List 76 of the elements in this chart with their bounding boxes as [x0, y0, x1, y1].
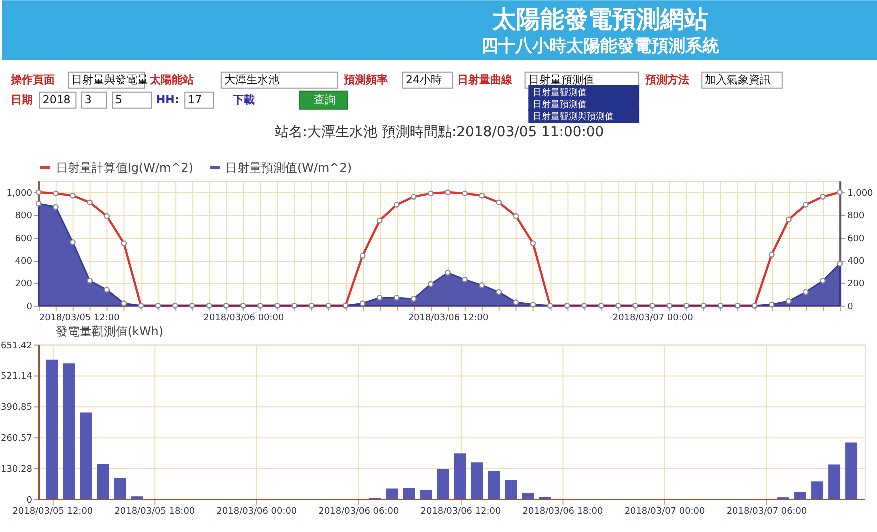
y-tick-label: 521.14: [1, 372, 33, 382]
text: 日期: [11, 93, 34, 106]
text: 預測方法: [644, 73, 690, 86]
text: 24小時: [406, 73, 442, 86]
bar: [63, 364, 76, 500]
y-tick-label: 600: [15, 234, 33, 244]
text: 日射量預測值: [533, 99, 588, 110]
text: 查詢: [314, 93, 336, 106]
text: 3: [84, 93, 92, 106]
text: 日射量預測值: [528, 73, 594, 86]
series-label: 發電量觀測值(kWh): [56, 324, 164, 338]
y-tick-label: 800: [15, 212, 33, 222]
bar: [522, 493, 534, 500]
text: 5: [115, 93, 122, 106]
x-tick-label: 2018/03/06 00:00: [216, 506, 298, 517]
bar: [386, 488, 398, 500]
bar: [403, 488, 416, 500]
y-tick-label: 1,000: [6, 189, 33, 200]
x-tick-label: 2018/03/05 12:00: [39, 313, 120, 324]
chart-title: 站名:大潭生水池 預測時間點:2018/03/05 11:00:00: [274, 124, 604, 140]
x-tick-label: 2018/03/06 06:00: [318, 506, 400, 517]
text: 太陽能站: [148, 73, 194, 86]
bar: [812, 482, 824, 500]
bar: [454, 454, 466, 500]
bar: [488, 471, 500, 500]
text: 日射量與發電量: [72, 73, 149, 86]
text: 四十八小時太陽能發電預測系統: [482, 35, 720, 56]
text: 日射量觀測與預測值: [533, 111, 614, 122]
text: 日射量觀測值: [533, 87, 588, 98]
y-tick-label: 0: [26, 496, 33, 506]
bar: [97, 464, 110, 500]
y-tick-label: 0: [26, 302, 33, 312]
y-tick-label: 390.85: [1, 403, 32, 414]
bar: [828, 464, 841, 500]
bar: [471, 462, 484, 500]
text: 預測頻率: [342, 73, 388, 86]
x-tick-label: 2018/03/06 18:00: [522, 506, 604, 517]
bar: [505, 480, 518, 500]
bar: [131, 496, 144, 500]
bar: [794, 492, 807, 500]
text: 日射量曲線: [457, 73, 514, 86]
x-tick-label: 2018/03/06 00:00: [204, 313, 284, 324]
bar: [80, 412, 92, 500]
y2-tick-label: 0: [848, 302, 854, 312]
x-tick-label: 2018/03/06 12:00: [408, 313, 490, 324]
x-tick-label: 2018/03/07 00:00: [612, 313, 694, 324]
text: 下載: [232, 93, 255, 106]
x-tick-label: 2018/03/07 06:00: [726, 506, 808, 517]
bar: [46, 360, 58, 500]
y2-tick-label: 1,000: [848, 189, 874, 200]
y2-tick-label: 800: [848, 212, 865, 222]
y2-tick-label: 600: [848, 234, 865, 244]
x-tick-label: 2018/03/07 00:00: [624, 506, 706, 517]
text: 2018: [42, 93, 71, 106]
bar: [437, 470, 450, 500]
y2-tick-label: 400: [848, 257, 865, 268]
legend-label: 日射量預測值(W/m^2): [225, 160, 352, 175]
bar: [114, 478, 126, 500]
x-tick-label: 2018/03/05 18:00: [114, 506, 196, 517]
text: 太陽能發電預測網站: [492, 6, 709, 34]
bar: [846, 442, 858, 500]
x-tick-label: 2018/03/06 12:00: [420, 506, 502, 517]
text: 加入氣象資訊: [705, 73, 772, 86]
bar: [420, 490, 432, 500]
text: 操作頁面: [10, 73, 56, 86]
y-tick-label: 260.57: [1, 434, 32, 444]
y-tick-label: 200: [15, 280, 33, 290]
x-tick-label: 2018/03/05 12:00: [12, 506, 94, 517]
y-tick-label: 400: [15, 257, 33, 268]
text: 大潭生水池: [224, 73, 280, 86]
text: 17: [188, 93, 202, 106]
y-tick-label: 130.28: [1, 465, 33, 476]
y-tick-label: 651.42: [1, 341, 32, 352]
y2-tick-label: 200: [848, 280, 865, 290]
legend-label: 日射量計算值Ig(W/m^2): [56, 160, 194, 175]
text: HH:: [156, 93, 180, 106]
